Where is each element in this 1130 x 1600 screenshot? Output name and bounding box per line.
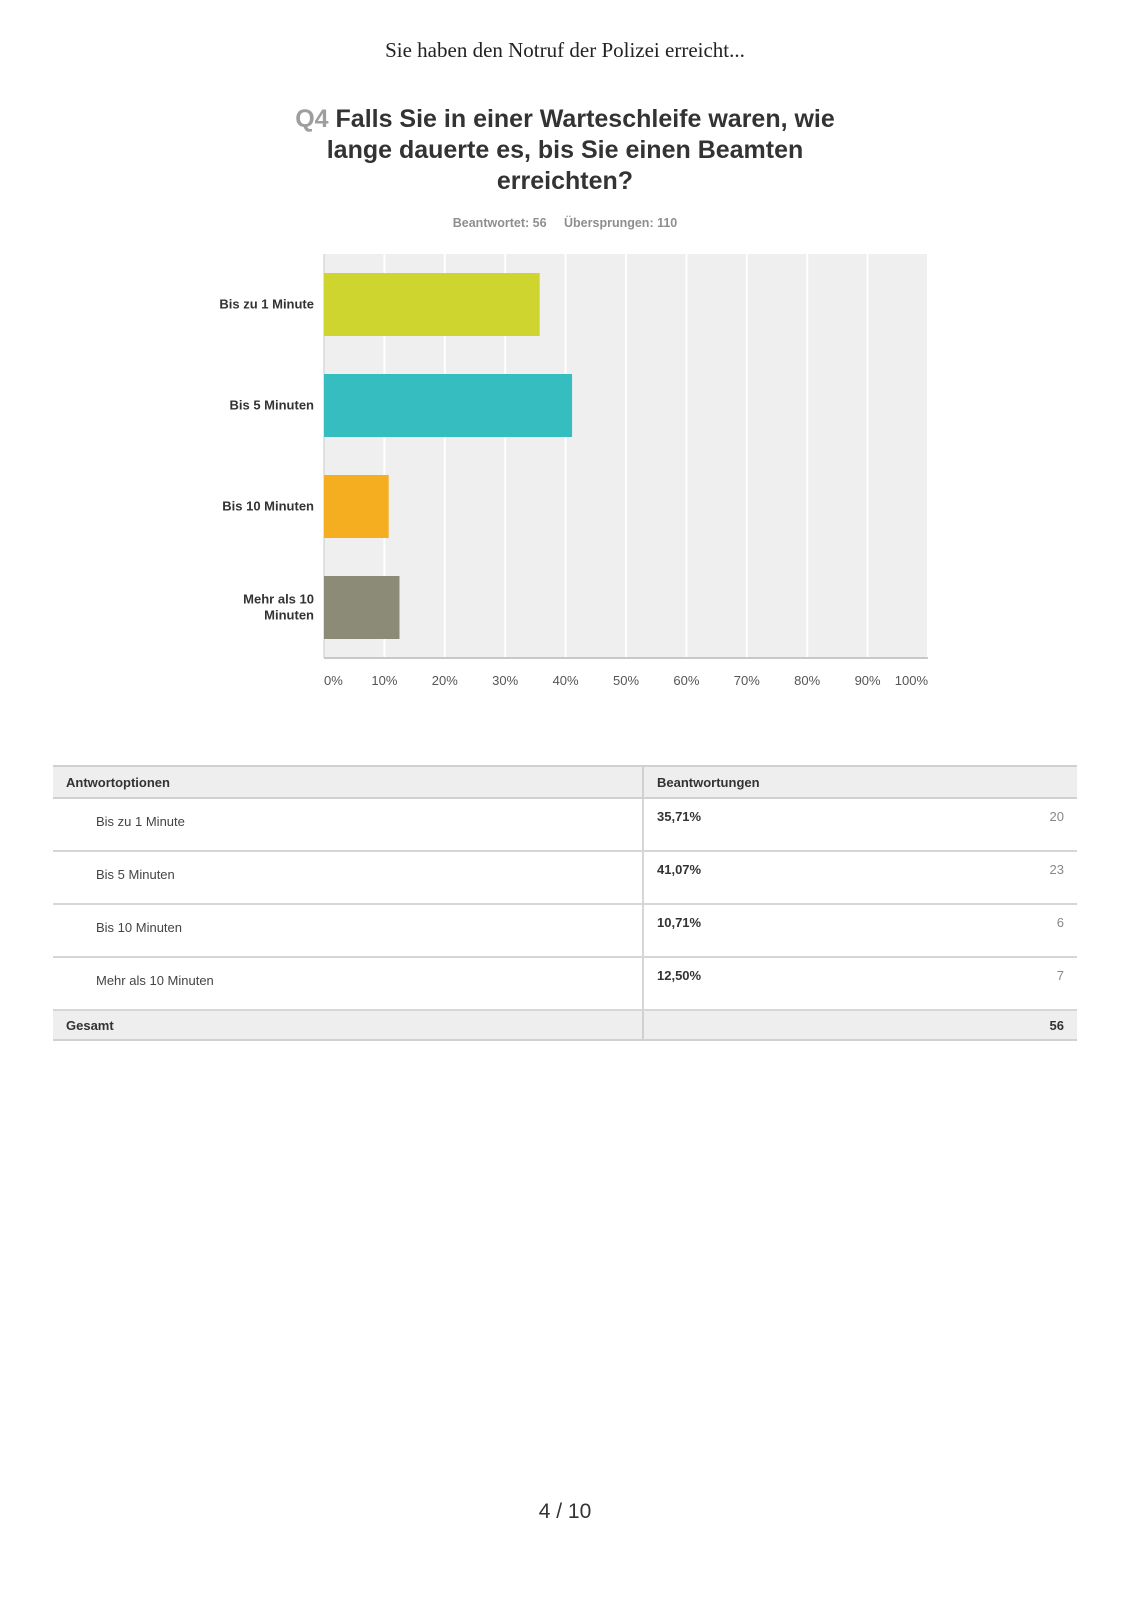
question-title: Q4 Falls Sie in einer Warteschleife ware… [265,104,865,197]
row-label: Bis zu 1 Minute [53,798,644,852]
row-percent: 12,50% [643,957,957,1011]
bar [324,475,389,538]
row-percent: 35,71% [643,798,957,852]
x-tick-label: 90% [855,673,881,688]
category-label: Bis zu 1 Minute [219,297,314,312]
table-header-row: Antwortoptionen Beantwortungen [53,765,1077,799]
skipped-count: Übersprungen: 110 [564,216,678,230]
category-label: Bis 5 Minuten [229,398,314,413]
bar-chart: Bis zu 1 Minute Bis 5 Minuten Bis 10 Minut… [219,254,929,688]
x-tick-label: 50% [613,673,639,688]
table-row: Mehr als 10 Minuten 12,50% 7 [53,957,1077,1011]
category-label: Mehr als 10 [243,592,314,607]
table-row: Bis 5 Minuten 41,07% 23 [53,851,1077,905]
col-header-options: Antwortoptionen [53,765,644,799]
category-label: Bis 10 Minuten [222,499,314,514]
total-label: Gesamt [53,1010,644,1041]
x-tick-label: 80% [794,673,820,688]
bar [324,374,573,437]
table-row: Bis 10 Minuten 10,71% 6 [53,904,1077,958]
question-number: Q4 [295,105,329,133]
row-label: Bis 5 Minuten [53,851,644,905]
response-table: Antwortoptionen Beantwortungen Bis zu 1 … [53,765,1077,1041]
row-percent: 10,71% [643,904,957,958]
row-percent: 41,07% [643,851,957,905]
x-tick-label: 100% [895,673,929,688]
x-tick-label: 40% [553,673,579,688]
question-meta: Beantwortet: 56 Übersprungen: 110 [0,216,1130,230]
row-count: 23 [957,851,1077,905]
row-count: 7 [957,957,1077,1011]
x-tick-label: 70% [734,673,760,688]
row-label: Mehr als 10 Minuten [53,957,644,1011]
col-header-responses: Beantwortungen [643,765,1077,799]
bar [324,576,400,639]
category-label: Minuten [264,608,314,623]
row-count: 6 [957,904,1077,958]
answered-count: Beantwortet: 56 [452,216,547,230]
row-label: Bis 10 Minuten [53,904,644,958]
page-number: 4 / 10 [538,1500,592,1523]
bar [324,273,540,336]
x-tick-label: 30% [492,673,518,688]
total-value: 56 [643,1010,1077,1041]
x-tick-label: 20% [432,673,458,688]
table-row: Bis zu 1 Minute 35,71% 20 [53,798,1077,852]
x-tick-label: 60% [673,673,699,688]
question-text: Falls Sie in einer Warteschleife waren, … [326,105,835,195]
page-header: Sie haben den Notruf der Polizei erreich… [385,38,745,62]
x-tick-label: 10% [371,673,397,688]
x-tick-label: 0% [324,673,343,688]
table-total-row: Gesamt 56 [53,1010,1077,1041]
row-count: 20 [957,798,1077,852]
